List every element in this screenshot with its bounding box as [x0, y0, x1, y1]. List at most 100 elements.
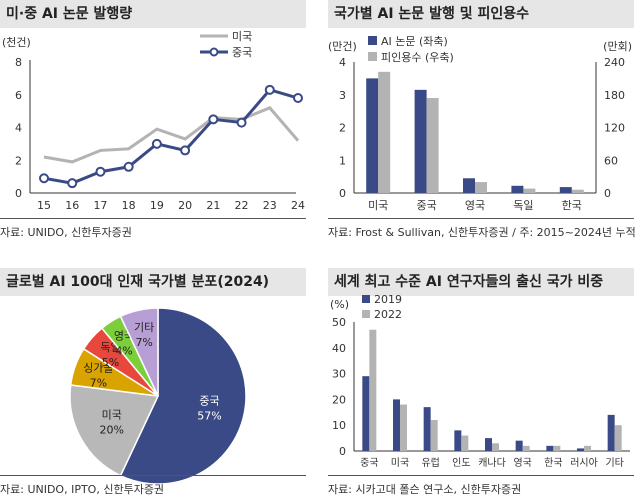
- legend-label: AI 논문 (좌축): [381, 35, 448, 48]
- bar-2019: [607, 414, 615, 451]
- x-tick-label: 22: [235, 199, 249, 212]
- bar-2022: [584, 445, 591, 451]
- y-tick-label: 10: [332, 419, 346, 432]
- x-tick-label: 15: [37, 199, 51, 212]
- x-tick-label: 16: [65, 199, 79, 212]
- x-tick-label: 유럽: [421, 457, 439, 469]
- bar-2019: [423, 407, 431, 451]
- y-tick-label: 0: [339, 445, 346, 458]
- x-tick-label: 21: [206, 199, 220, 212]
- x-tick-label: 기타: [605, 457, 623, 469]
- y2-tick-label: 180: [604, 89, 625, 102]
- legend-label: 미국: [232, 30, 252, 43]
- legend-swatch: [362, 310, 370, 318]
- y-tick-label: 2: [15, 154, 22, 167]
- bar-피인용수 (우축): [426, 98, 439, 193]
- bar-2022: [614, 425, 622, 451]
- y-tick-label: 30: [332, 368, 346, 381]
- panel-us-china-papers: 미·중 AI 논문 발행량 (천건) 0 2 4 6 8 15 16 17 18 19 20 21 22 2…: [0, 0, 306, 245]
- data-point: [264, 84, 275, 95]
- unit-label: (천건): [2, 35, 31, 49]
- left-unit-label: (만건): [328, 40, 357, 53]
- x-tick-label: 러시아: [570, 457, 598, 469]
- x-tick-label: 24: [291, 199, 305, 212]
- x-tick-label: 독일: [513, 198, 533, 212]
- y-tick-label: 40: [332, 342, 346, 355]
- x-tick-label: 중국: [416, 199, 436, 212]
- x-tick-label: 18: [122, 199, 136, 212]
- divider: [328, 475, 634, 476]
- data-point: [293, 93, 303, 104]
- x-tick-label: 미국: [368, 199, 388, 212]
- legend-swatch: [368, 52, 377, 61]
- data-point: [67, 178, 78, 189]
- divider: [328, 218, 634, 219]
- bar-AI 논문 (좌축): [511, 185, 524, 193]
- y-tick-label: 6: [15, 89, 22, 102]
- x-tick-label: 캐나다: [478, 457, 506, 469]
- bar-2019: [546, 445, 554, 451]
- data-point: [236, 117, 247, 128]
- source-note: 자료: UNIDO, 신한투자증권: [0, 226, 132, 239]
- x-tick-label: 한국: [544, 457, 562, 469]
- source-note: 자료: 시카고대 폴슨 연구소, 신한투자증권: [328, 483, 522, 496]
- y-tick-label: 1: [339, 154, 346, 167]
- bar-chart: (만건) (만회) 0 1 2 3 4 0 60 120 180 240 미국 중국 영국 독일 한국 AI 논문…: [328, 35, 632, 212]
- data-point: [123, 161, 134, 172]
- legend-swatch: [362, 295, 370, 303]
- slice-label: 싱가폴: [83, 362, 113, 375]
- x-tick-label: 23: [263, 199, 277, 212]
- bar-AI 논문 (좌축): [366, 78, 379, 193]
- bar-2022: [461, 435, 469, 451]
- y-tick-label: 50: [332, 316, 346, 329]
- y-tick-label: 0: [339, 187, 346, 200]
- unit-label: (%): [330, 298, 349, 311]
- bar-2019: [515, 440, 523, 451]
- bar-AI 논문 (좌축): [414, 89, 427, 193]
- series-line-중국: [43, 88, 299, 185]
- chart-title: 글로벌 AI 100대 인재 국가별 분포(2024): [0, 268, 306, 296]
- bar-피인용수 (우축): [571, 189, 584, 193]
- chart-title: 미·중 AI 논문 발행량: [0, 0, 306, 28]
- bar-2022: [369, 329, 377, 451]
- y-tick-label: 20: [332, 393, 346, 406]
- divider: [0, 475, 306, 476]
- bar-2022: [553, 445, 561, 451]
- y-tick-label: 3: [339, 89, 346, 102]
- bar-chart: (%) 0 10 20 30 40 50 중국 미국 유럽 인도 캐나다 영국 한국 러시아 기타 2019 20…: [330, 293, 630, 469]
- slice-pct: 7%: [135, 336, 152, 349]
- slice-pct: 57%: [197, 410, 221, 423]
- divider: [0, 218, 306, 219]
- data-point: [208, 114, 219, 125]
- slice-label: 중국: [199, 395, 219, 408]
- panel-researcher-origin: 세계 최고 수준 AI 연구자들의 출신 국가 비중 (%) 0 10 20 30 40 5…: [328, 268, 634, 499]
- panel-ai-talent-distribution: 글로벌 AI 100대 인재 국가별 분포(2024) 중국 57% 미국 20% 싱가…: [0, 268, 306, 499]
- slice-pct: 5%: [102, 356, 119, 369]
- bar-2019: [393, 399, 400, 451]
- legend-label: 2019: [374, 293, 402, 306]
- y-tick-label: 4: [339, 56, 346, 69]
- data-point: [151, 138, 162, 149]
- series-line-미국: [43, 106, 300, 164]
- slice-label: 미국: [102, 408, 122, 421]
- bar-2022: [522, 445, 530, 451]
- x-tick-label: 한국: [562, 199, 582, 212]
- bar-2022: [430, 420, 438, 451]
- bar-2019: [454, 430, 462, 451]
- x-tick-label: 19: [150, 199, 164, 212]
- data-point: [180, 145, 191, 156]
- bar-AI 논문 (좌축): [559, 187, 572, 193]
- x-tick-label: 인도: [452, 457, 470, 469]
- x-tick-label: 17: [93, 199, 107, 212]
- data-point: [95, 166, 106, 177]
- chart-title: 국가별 AI 논문 발행 및 피인용수: [328, 0, 634, 28]
- x-tick-label: 영국: [513, 457, 531, 469]
- legend-label: 피인용수 (우축): [381, 51, 454, 64]
- x-tick-label: 영국: [465, 199, 485, 212]
- bar-2019: [362, 376, 370, 451]
- x-tick-label: 중국: [360, 457, 378, 469]
- y2-tick-label: 0: [604, 187, 611, 200]
- legend-label: 2022: [374, 308, 402, 321]
